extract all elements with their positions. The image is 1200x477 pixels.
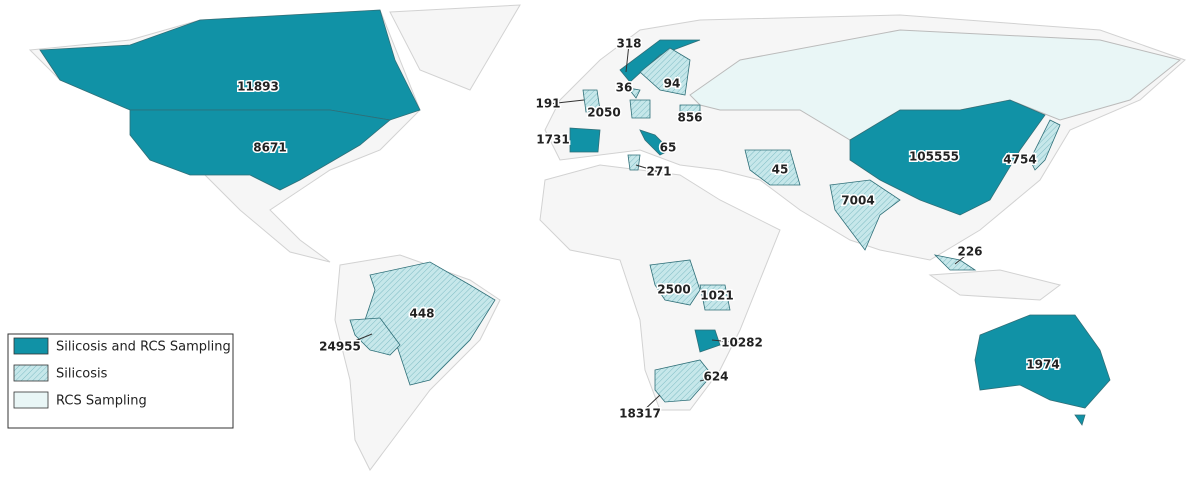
leader-line	[639, 394, 661, 415]
region-shape	[829, 179, 901, 251]
legend-swatch	[13, 337, 49, 355]
labels: 11893 8671 318 94 36 191 2050 856 1731 65 271 45 105…	[236, 35, 1062, 422]
region-label: 10282	[721, 336, 763, 350]
region-label: 45	[772, 163, 789, 177]
region-shape	[39, 9, 421, 121]
region-label: 65	[660, 141, 677, 155]
region-shape	[629, 99, 651, 119]
legend: Silicosis and RCS Sampling Silicosis RCS S…	[7, 333, 234, 429]
region-label: 105555	[909, 150, 959, 164]
leader-line	[625, 43, 630, 73]
region-label: 271	[646, 165, 671, 179]
region-shape	[849, 99, 1046, 216]
region-label: 1021	[700, 289, 733, 303]
region-shape	[744, 149, 801, 186]
region-shape	[129, 109, 391, 191]
region-label: 94	[664, 77, 681, 91]
region-shape	[364, 261, 496, 386]
regions	[39, 9, 1182, 426]
legend-items: Silicosis and RCS Sampling Silicosis RCS S…	[13, 337, 231, 409]
legend-label: Silicosis and RCS Sampling	[56, 340, 231, 355]
region-label: 1731	[536, 133, 569, 147]
region-shape	[1074, 414, 1086, 426]
indonesia	[928, 269, 1062, 301]
region-shape	[627, 154, 641, 171]
region-label: 1974	[1026, 358, 1059, 372]
region-shape	[639, 129, 671, 156]
region-label: 191	[535, 97, 560, 111]
region-shape	[933, 254, 977, 271]
region-label: 2500	[657, 283, 690, 297]
region-shape	[649, 259, 701, 306]
region-label: 8671	[253, 141, 286, 155]
region-shape	[569, 127, 601, 153]
region-shape	[582, 89, 601, 113]
region-shape	[699, 284, 731, 311]
region-label: 856	[677, 111, 702, 125]
region-shape	[1029, 119, 1061, 171]
region-shape	[349, 317, 401, 356]
legend-swatch	[13, 364, 49, 382]
legend-label: Silicosis	[56, 367, 108, 382]
leader-line	[711, 339, 743, 344]
region-label: 7004	[841, 194, 874, 208]
leader-line	[339, 333, 373, 348]
region-label: 18317	[619, 407, 661, 421]
region-shape	[679, 104, 701, 119]
leader-line	[699, 376, 717, 382]
leader-line	[547, 99, 585, 105]
region-shape	[627, 87, 641, 99]
leader-line	[954, 251, 971, 265]
region-label: 448	[409, 307, 434, 321]
region-label: 318	[616, 37, 641, 51]
region-shape	[654, 359, 713, 403]
region-label: 11893	[237, 80, 279, 94]
region-shape	[974, 314, 1111, 409]
region-label: 624	[703, 370, 728, 384]
region-label: 2050	[587, 106, 620, 120]
region-label: 36	[616, 81, 633, 95]
region-label: 226	[957, 245, 982, 259]
legend-swatch	[13, 391, 49, 409]
leader-line	[635, 164, 660, 173]
region-label: 4754	[1003, 153, 1036, 167]
region-label: 24955	[319, 340, 361, 354]
legend-label: RCS Sampling	[56, 394, 147, 409]
greenland	[389, 4, 521, 91]
region-shape	[639, 47, 691, 96]
region-shape	[694, 329, 721, 353]
